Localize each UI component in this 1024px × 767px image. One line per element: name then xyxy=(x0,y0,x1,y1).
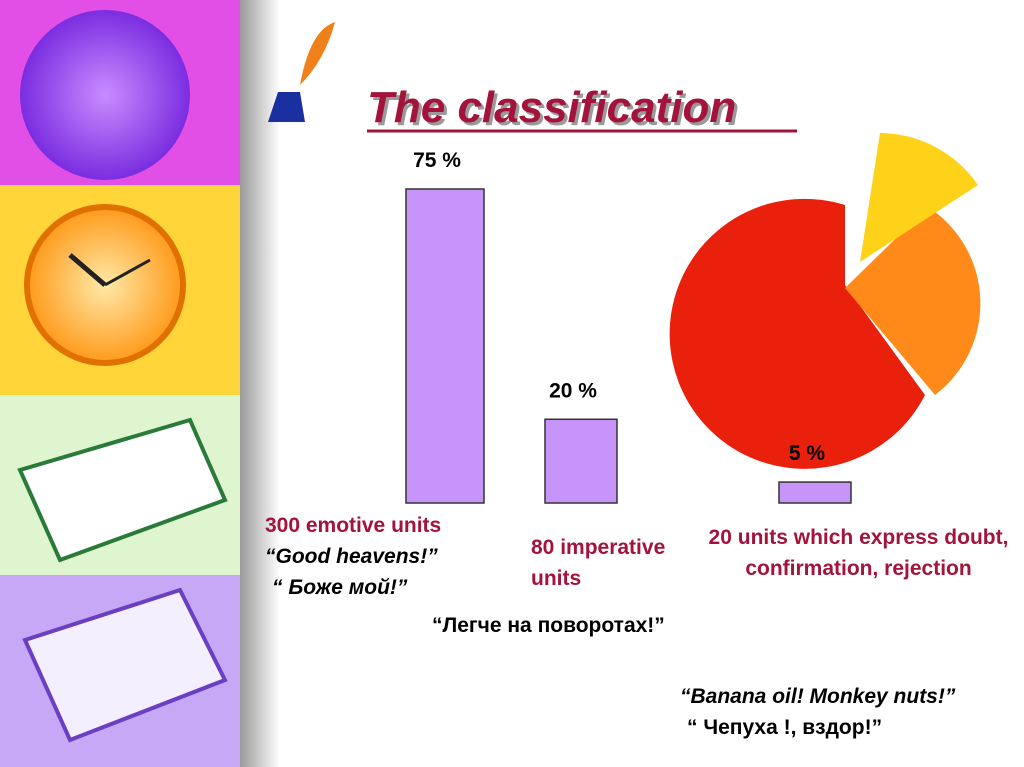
value-label: 5 % xyxy=(789,442,826,465)
example: “ Чепуха !, вздор!” xyxy=(687,716,883,739)
example: “Good heavens!” xyxy=(265,545,438,568)
bar xyxy=(778,481,852,504)
example: “Banana oil! Monkey nuts!” xyxy=(680,685,956,708)
category-label: 80 imperative units xyxy=(531,536,666,590)
value-label: 20 % xyxy=(549,379,597,402)
chart-title: The classification xyxy=(367,83,736,132)
value-label: 75 % xyxy=(413,149,461,172)
category-label: 300 emotive units xyxy=(265,514,442,537)
quill-icon xyxy=(268,22,335,122)
category-label: 20 units which express doubt, confirmati… xyxy=(708,526,1009,580)
example: “ Боже мой!” xyxy=(272,576,408,599)
bar xyxy=(544,418,618,504)
bar xyxy=(405,188,485,504)
example: “Легче на поворотах!” xyxy=(432,614,665,637)
side-images xyxy=(0,0,280,767)
pie-graphic xyxy=(669,133,981,469)
title-shadow: The classification xyxy=(370,86,739,135)
